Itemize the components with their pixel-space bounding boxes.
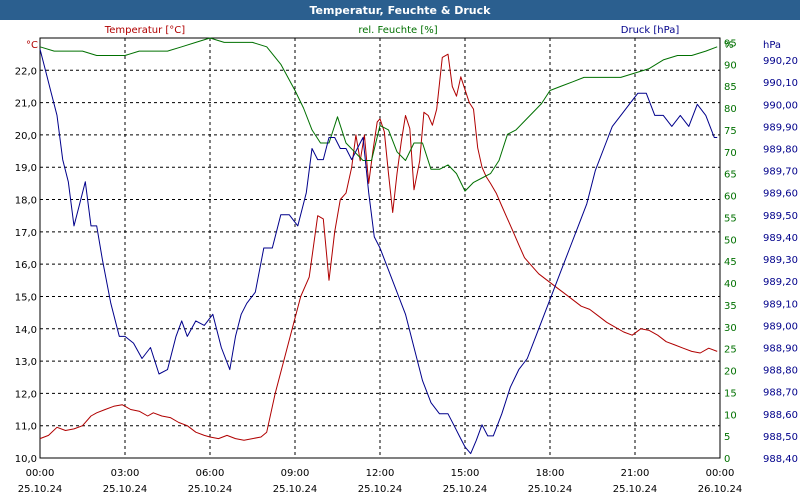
x-tick-date-label: 25.10.24 [18, 484, 63, 495]
x-tick-time-label: 06:00 [196, 468, 225, 479]
temperature-tick-label: 10,0 [15, 454, 37, 465]
pressure-tick-label: 988,90 [763, 343, 798, 354]
pressure-tick-label: 989,70 [763, 167, 798, 178]
pressure-tick-label: 988,80 [763, 366, 798, 377]
pressure-tick-label: 988,50 [763, 432, 798, 443]
pressure-tick-label: 989,20 [763, 277, 798, 288]
pressure-tick-label: 990,00 [763, 100, 798, 111]
x-tick-date-label: 25.10.24 [358, 484, 403, 495]
x-tick-time-label: 12:00 [366, 468, 395, 479]
pressure-tick-label: 988,60 [763, 410, 798, 421]
pressure-tick-label: 989,80 [763, 145, 798, 156]
humidity-tick-label: 50 [724, 235, 737, 246]
x-tick-time-label: 00:00 [26, 468, 55, 479]
x-tick-date-label: 25.10.24 [528, 484, 573, 495]
humidity-tick-label: 65 [724, 170, 737, 181]
temperature-tick-label: 20,0 [15, 131, 37, 142]
humidity-tick-label: 35 [724, 301, 737, 312]
temperature-tick-label: 11,0 [15, 422, 37, 433]
x-tick-date-label: 26.10.24 [698, 484, 743, 495]
pressure-line [39, 48, 718, 455]
x-tick-date-label: 25.10.24 [103, 484, 148, 495]
humidity-line [39, 37, 718, 192]
legend-temperature: Temperatur [°C] [104, 25, 185, 36]
temperature-tick-label: 14,0 [15, 325, 37, 336]
humidity-tick-label: 25 [724, 345, 737, 356]
humidity-tick-label: 90 [724, 60, 737, 71]
humidity-tick-label: 0 [724, 454, 730, 465]
pressure-tick-label: 989,30 [763, 255, 798, 266]
humidity-tick-label: 75 [724, 126, 737, 137]
pressure-tick-label: 990,10 [763, 78, 798, 89]
humidity-tick-label: 85 [724, 82, 737, 93]
temperature-tick-label: 12,0 [15, 389, 37, 400]
humidity-tick-label: 45 [724, 257, 737, 268]
window-title: Temperatur, Feuchte & Druck [0, 0, 800, 20]
temperature-tick-label: 15,0 [15, 292, 37, 303]
pressure-tick-label: 989,50 [763, 211, 798, 222]
pressure-tick-label: 989,00 [763, 321, 798, 332]
humidity-tick-label: 5 [724, 432, 730, 443]
humidity-tick-label: 60 [724, 192, 737, 203]
temperature-tick-label: 19,0 [15, 163, 37, 174]
x-tick-time-label: 18:00 [536, 468, 565, 479]
humidity-tick-label: 10 [724, 410, 737, 421]
humidity-tick-label: 70 [724, 148, 737, 159]
humidity-tick-label: 95 [724, 38, 737, 49]
x-tick-time-label: 15:00 [451, 468, 480, 479]
humidity-tick-label: 15 [724, 388, 737, 399]
legend-humidity: rel. Feuchte [%] [358, 25, 437, 36]
humidity-axis-unit: % [724, 40, 734, 51]
pressure-tick-label: 989,10 [763, 299, 798, 310]
humidity-tick-label: 20 [724, 367, 737, 378]
x-tick-date-label: 25.10.24 [613, 484, 658, 495]
x-tick-time-label: 03:00 [111, 468, 140, 479]
pressure-tick-label: 990,20 [763, 56, 798, 67]
temperature-tick-label: 18,0 [15, 196, 37, 207]
legend-pressure: Druck [hPa] [621, 25, 680, 36]
temperature-tick-label: 21,0 [15, 99, 37, 110]
humidity-tick-label: 55 [724, 213, 737, 224]
humidity-tick-label: 80 [724, 104, 737, 115]
humidity-tick-label: 30 [724, 323, 737, 334]
x-tick-time-label: 00:00 [706, 468, 735, 479]
pressure-tick-label: 988,70 [763, 388, 798, 399]
temperature-tick-label: 17,0 [15, 228, 37, 239]
humidity-tick-label: 40 [724, 279, 737, 290]
pressure-axis-unit: hPa [763, 40, 781, 51]
pressure-tick-label: 989,60 [763, 189, 798, 200]
x-tick-date-label: 25.10.24 [188, 484, 233, 495]
temperature-tick-label: 13,0 [15, 357, 37, 368]
x-tick-time-label: 21:00 [621, 468, 650, 479]
temperature-line [39, 53, 718, 441]
temperature-axis-unit: °C [26, 40, 38, 51]
temperature-tick-label: 22,0 [15, 66, 37, 77]
x-tick-date-label: 25.10.24 [273, 484, 318, 495]
pressure-tick-label: 988,40 [763, 454, 798, 465]
x-tick-date-label: 25.10.24 [443, 484, 488, 495]
x-tick-time-label: 09:00 [281, 468, 310, 479]
pressure-tick-label: 989,40 [763, 233, 798, 244]
temperature-tick-label: 16,0 [15, 260, 37, 271]
pressure-tick-label: 989,90 [763, 122, 798, 133]
